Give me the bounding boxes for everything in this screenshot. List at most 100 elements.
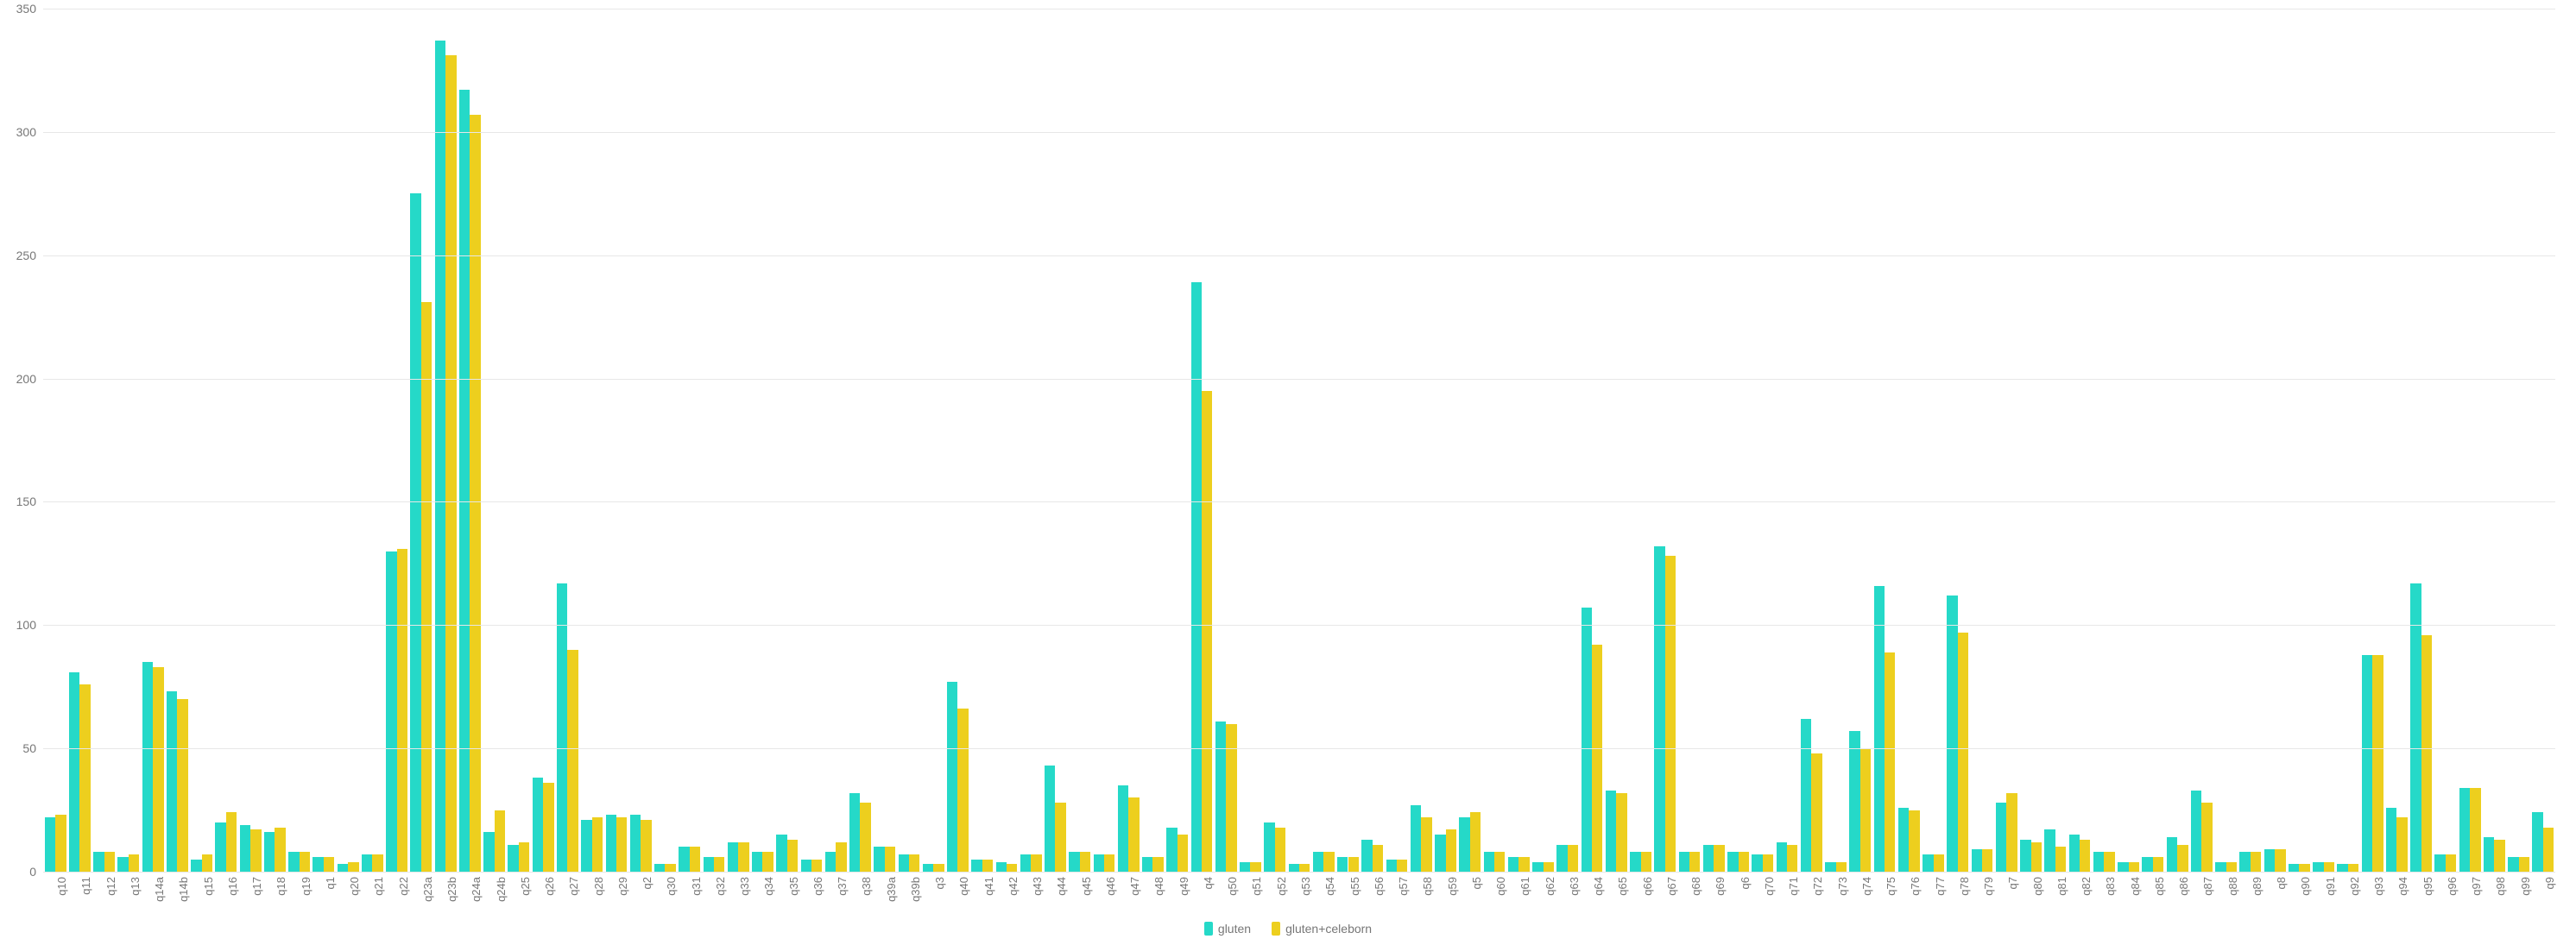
x-tick-label: q56 <box>1373 877 1386 896</box>
x-tick-label: q8 <box>2275 877 2288 889</box>
bar-gluten <box>679 847 689 872</box>
x-tick-label: q30 <box>665 877 678 896</box>
bar-gluten+celeborn <box>933 864 944 872</box>
x-tick-label: q42 <box>1007 877 1020 896</box>
x-tick-label: q80 <box>2031 877 2044 896</box>
bar-gluten <box>1679 852 1689 872</box>
y-tick-label: 0 <box>29 865 36 879</box>
x-tick-label: q55 <box>1348 877 1361 896</box>
x-tick-label: q59 <box>1446 877 1459 896</box>
bar-gluten <box>2118 862 2128 872</box>
x-tick-label: q92 <box>2348 877 2361 896</box>
x-tick-label: q62 <box>1544 877 1556 896</box>
bar-gluten+celeborn <box>2446 854 2456 872</box>
bar-gluten+celeborn <box>1787 845 1797 872</box>
bar-gluten <box>167 691 177 872</box>
x-tick-label: q65 <box>1616 877 1629 896</box>
x-tick-label: q4 <box>1202 877 1215 889</box>
bar-gluten+celeborn <box>1885 652 1895 872</box>
bar-gluten <box>704 857 714 872</box>
bar-gluten <box>1045 766 1055 872</box>
y-tick-label: 350 <box>16 2 36 16</box>
bar-gluten+celeborn <box>1178 835 1188 872</box>
bar-gluten+celeborn <box>567 650 578 872</box>
bar-gluten <box>2532 812 2542 872</box>
bar-gluten <box>2020 840 2030 872</box>
x-tick-label: q76 <box>1909 877 1922 896</box>
x-tick-label: q73 <box>1836 877 1849 896</box>
bar-gluten+celeborn <box>421 302 432 872</box>
bar-gluten+celeborn <box>1958 633 1968 872</box>
x-tick-label: q39a <box>885 877 898 902</box>
bar-gluten+celeborn <box>641 820 651 872</box>
x-tick-label: q81 <box>2055 877 2068 896</box>
bar-gluten <box>2508 857 2518 872</box>
x-tick-label: q43 <box>1031 877 1044 896</box>
bar-gluten+celeborn <box>2006 793 2017 872</box>
bar-gluten <box>1094 854 1104 872</box>
bar-gluten+celeborn <box>2177 845 2188 872</box>
bar-gluten+celeborn <box>1373 845 1383 872</box>
x-tick-label: q2 <box>641 877 653 889</box>
gridline <box>43 625 2555 626</box>
plot-area: 050100150200250300350q10q11q12q13q14aq14… <box>43 9 2555 872</box>
x-tick-label: q9 <box>2543 877 2556 889</box>
bar-gluten+celeborn <box>592 817 603 872</box>
bar-gluten <box>2239 852 2250 872</box>
bar-gluten <box>630 815 641 872</box>
bar-gluten+celeborn <box>2201 803 2212 872</box>
bar-gluten+celeborn <box>55 815 66 872</box>
x-tick-label: q72 <box>1811 877 1824 896</box>
bar-gluten+celeborn <box>714 857 724 872</box>
x-tick-label: q53 <box>1299 877 1312 896</box>
bar-gluten <box>1654 546 1664 872</box>
bar-gluten <box>215 822 225 872</box>
bar-gluten <box>1240 862 1250 872</box>
legend-swatch <box>1204 922 1213 936</box>
x-tick-label: q15 <box>202 877 215 896</box>
x-tick-label: q24b <box>495 877 508 902</box>
x-tick-label: q94 <box>2396 877 2409 896</box>
x-tick-label: q29 <box>616 877 629 896</box>
bar-gluten <box>386 551 396 872</box>
x-tick-label: q20 <box>348 877 361 896</box>
x-tick-label: q22 <box>397 877 410 896</box>
bar-gluten+celeborn <box>2421 635 2432 872</box>
x-tick-label: q61 <box>1518 877 1531 896</box>
bar-gluten+celeborn <box>1080 852 1090 872</box>
bar-gluten <box>2289 864 2299 872</box>
bar-gluten+celeborn <box>470 115 480 872</box>
bar-gluten+celeborn <box>1616 793 1626 872</box>
bar-gluten+celeborn <box>1860 748 1871 872</box>
bar-gluten+celeborn <box>250 829 261 872</box>
y-tick-label: 50 <box>22 741 36 755</box>
x-tick-label: q24a <box>470 877 483 902</box>
bar-gluten <box>362 854 372 872</box>
bar-gluten <box>1069 852 1079 872</box>
bar-gluten <box>240 825 250 872</box>
x-tick-label: q86 <box>2177 877 2190 896</box>
bar-gluten+celeborn <box>1763 854 1773 872</box>
bar-gluten <box>1215 722 1226 872</box>
bar-gluten+celeborn <box>1836 862 1847 872</box>
bar-gluten+celeborn <box>324 857 334 872</box>
bar-gluten+celeborn <box>177 699 187 872</box>
bar-gluten <box>1703 845 1714 872</box>
x-tick-label: q85 <box>2153 877 2166 896</box>
x-tick-label: q18 <box>275 877 287 896</box>
bar-gluten <box>313 857 323 872</box>
bar-gluten <box>1532 862 1543 872</box>
bar-gluten+celeborn <box>2104 852 2114 872</box>
x-tick-label: q90 <box>2299 877 2312 896</box>
x-tick-label: q11 <box>79 877 92 895</box>
bar-gluten <box>459 90 470 872</box>
bar-gluten <box>142 662 153 872</box>
bar-gluten+celeborn <box>1152 857 1163 872</box>
x-tick-label: q40 <box>957 877 970 896</box>
bar-gluten <box>410 193 420 872</box>
x-tick-label: q67 <box>1665 877 1678 896</box>
x-tick-label: q37 <box>836 877 849 896</box>
bar-gluten <box>264 832 275 872</box>
bar-gluten+celeborn <box>1739 852 1749 872</box>
x-tick-label: q25 <box>519 877 532 896</box>
